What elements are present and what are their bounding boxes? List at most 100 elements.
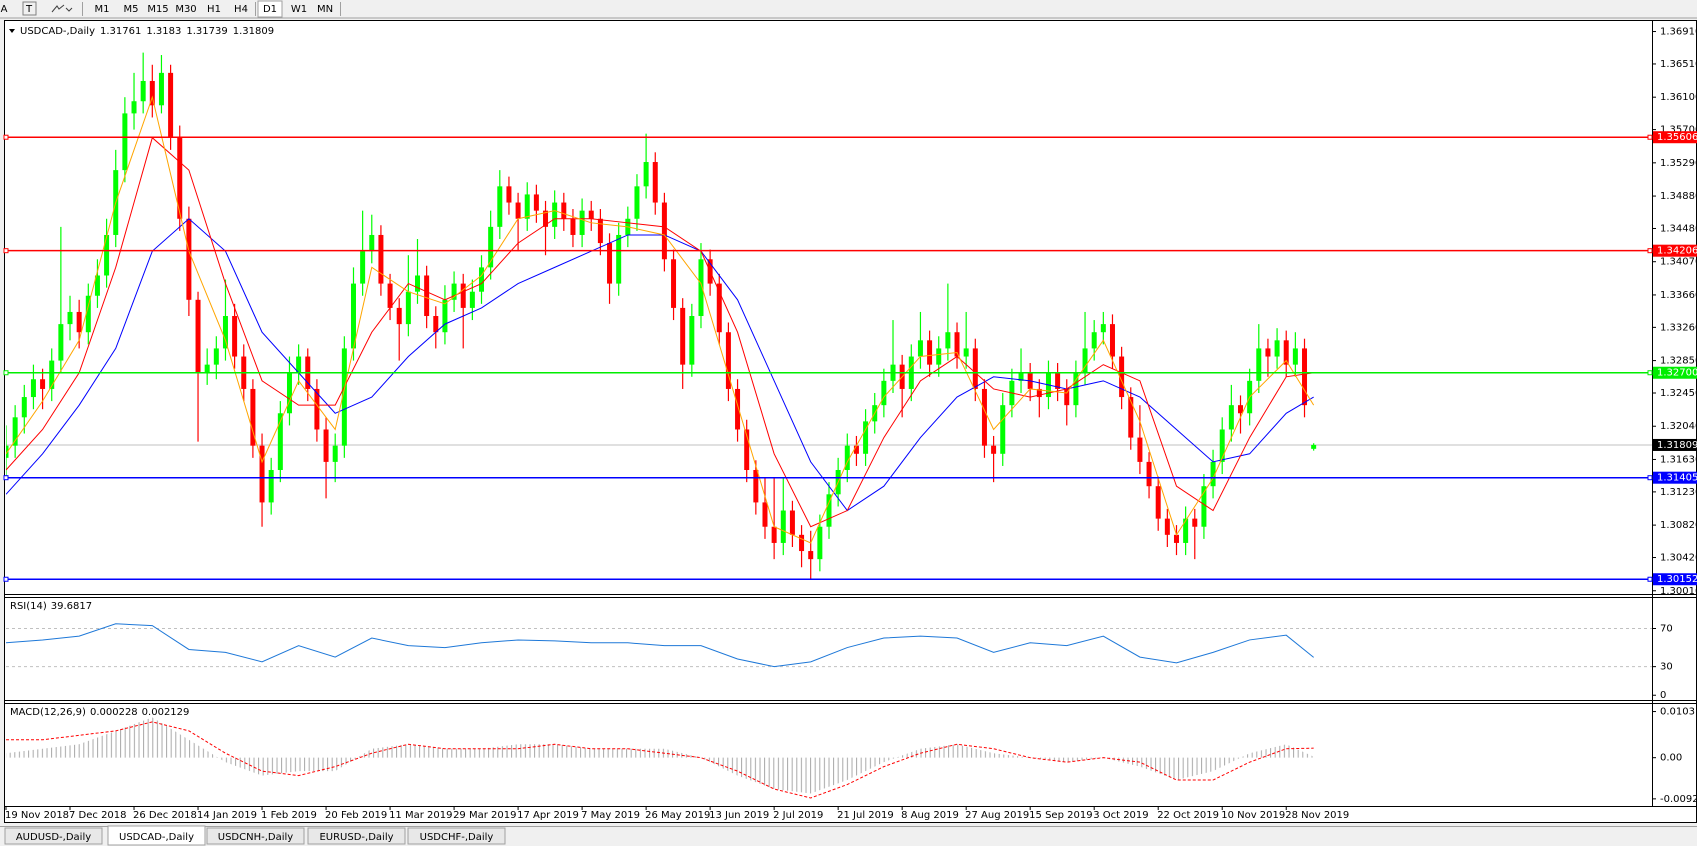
timeframe-button[interactable]: W1 <box>291 4 307 15</box>
candle-body <box>817 526 823 560</box>
timeframe-button[interactable]: H4 <box>234 4 248 15</box>
candle-body <box>1292 348 1298 365</box>
candle-body <box>332 445 338 462</box>
candle-body <box>341 348 347 446</box>
y-tick-label: 30 <box>1660 662 1673 673</box>
candle-body <box>94 275 100 296</box>
candle-body <box>844 445 850 470</box>
tool-icon[interactable]: A <box>1 4 8 15</box>
tab[interactable] <box>4 827 103 845</box>
candle-body <box>991 445 997 454</box>
tab-label[interactable]: AUDUSD-,Daily <box>16 832 91 843</box>
candle-body <box>1018 372 1024 381</box>
indicator-line <box>6 95 1315 544</box>
x-tick-label: 29 Mar 2019 <box>453 810 516 821</box>
candle-body <box>1238 405 1243 414</box>
candle-body <box>661 202 667 260</box>
level-handle <box>3 576 9 582</box>
level-label-box <box>1653 573 1697 586</box>
candle-body <box>433 316 439 333</box>
candle-body <box>533 194 539 211</box>
tab-active[interactable] <box>107 825 206 846</box>
candle-body <box>597 218 603 244</box>
ohlc-value: 1.3183 <box>146 26 181 37</box>
tab-label[interactable]: USDCAD-,Daily <box>119 832 194 843</box>
timeframe-button[interactable]: D1 <box>263 4 277 15</box>
y-tick-label: 1.36510 <box>1660 59 1697 70</box>
y-tick-label: 0.010311 <box>1660 707 1697 718</box>
candle-body <box>671 259 677 308</box>
candle-body <box>1192 518 1198 527</box>
timeframe-button[interactable]: M30 <box>175 4 196 15</box>
level-handle <box>1647 576 1653 582</box>
candle-body <box>350 283 356 349</box>
candle-body <box>552 202 558 227</box>
candle-body <box>149 80 155 106</box>
level-handle <box>1647 134 1653 140</box>
price-label: 1.31809 <box>1657 440 1697 451</box>
candle-body <box>1000 405 1006 454</box>
tab-label[interactable]: USDCNH-,Daily <box>218 832 294 843</box>
candle-body <box>1073 372 1079 406</box>
candle-body <box>780 510 786 543</box>
timeframe-active <box>257 0 283 18</box>
candle-body <box>652 162 658 203</box>
candle-body <box>616 234 622 284</box>
candle-body <box>30 379 36 398</box>
tab[interactable] <box>407 827 506 845</box>
indicator-line <box>6 136 1314 528</box>
y-tick-label: 1.32850 <box>1660 356 1697 367</box>
x-tick-label: 26 May 2019 <box>645 810 710 821</box>
timeframe-button[interactable]: M1 <box>95 4 110 15</box>
candle-body <box>634 186 640 219</box>
candle-body <box>1302 348 1308 406</box>
timeframe-button[interactable]: H1 <box>207 4 221 15</box>
candle-body <box>561 202 567 219</box>
candle-body <box>1274 340 1280 357</box>
level-label: 1.35606 <box>1657 132 1697 143</box>
candle-body <box>515 202 521 219</box>
timeframe-button[interactable]: M5 <box>124 4 139 15</box>
tool-icon[interactable]: T <box>25 4 33 15</box>
level-label: 1.31405 <box>1657 473 1697 484</box>
y-tick-label: 1.35290 <box>1660 158 1697 169</box>
y-tick-label: 1.31230 <box>1660 487 1697 498</box>
candle-body <box>488 226 494 268</box>
y-tick-label: 1.32040 <box>1660 421 1697 432</box>
tab-label[interactable]: USDCHF-,Daily <box>420 832 494 843</box>
candle-body <box>177 137 183 219</box>
tab[interactable] <box>307 827 406 845</box>
candle-body <box>460 283 466 308</box>
level-label-box <box>1653 366 1697 379</box>
candle-body <box>808 551 814 560</box>
y-tick-label: -0.009203 <box>1660 794 1697 805</box>
candle-body <box>405 291 411 325</box>
timeframe-button[interactable]: M15 <box>147 4 168 15</box>
candle-body <box>945 332 951 349</box>
candle-body <box>725 332 731 389</box>
candle-body <box>1137 437 1143 462</box>
level-handle <box>3 475 9 481</box>
symbol-title: USDCAD-,Daily <box>20 26 95 37</box>
y-tick-label: 1.30010 <box>1660 586 1697 597</box>
timeframe-button[interactable]: MN <box>317 4 333 15</box>
x-tick-label: 7 Dec 2018 <box>69 810 127 821</box>
y-tick-label: 1.34070 <box>1660 257 1697 268</box>
candle-body <box>1109 324 1115 357</box>
level-handle <box>3 248 9 254</box>
tab[interactable] <box>206 827 305 845</box>
candle-body <box>1146 461 1152 487</box>
candle-body <box>917 340 923 357</box>
x-tick-label: 22 Oct 2019 <box>1157 810 1219 821</box>
candle-body <box>506 186 512 203</box>
y-tick-label: 1.35700 <box>1660 125 1697 136</box>
candle-body <box>469 291 475 308</box>
candle-body <box>286 372 292 414</box>
y-tick-label: 1.30820 <box>1660 520 1697 531</box>
candle-body <box>424 275 430 317</box>
tab-label[interactable]: EURUSD-,Daily <box>319 832 393 843</box>
indicator-title: MACD(12,26,9) <box>10 707 86 718</box>
candle-body <box>396 307 402 325</box>
candle-body <box>76 311 82 333</box>
